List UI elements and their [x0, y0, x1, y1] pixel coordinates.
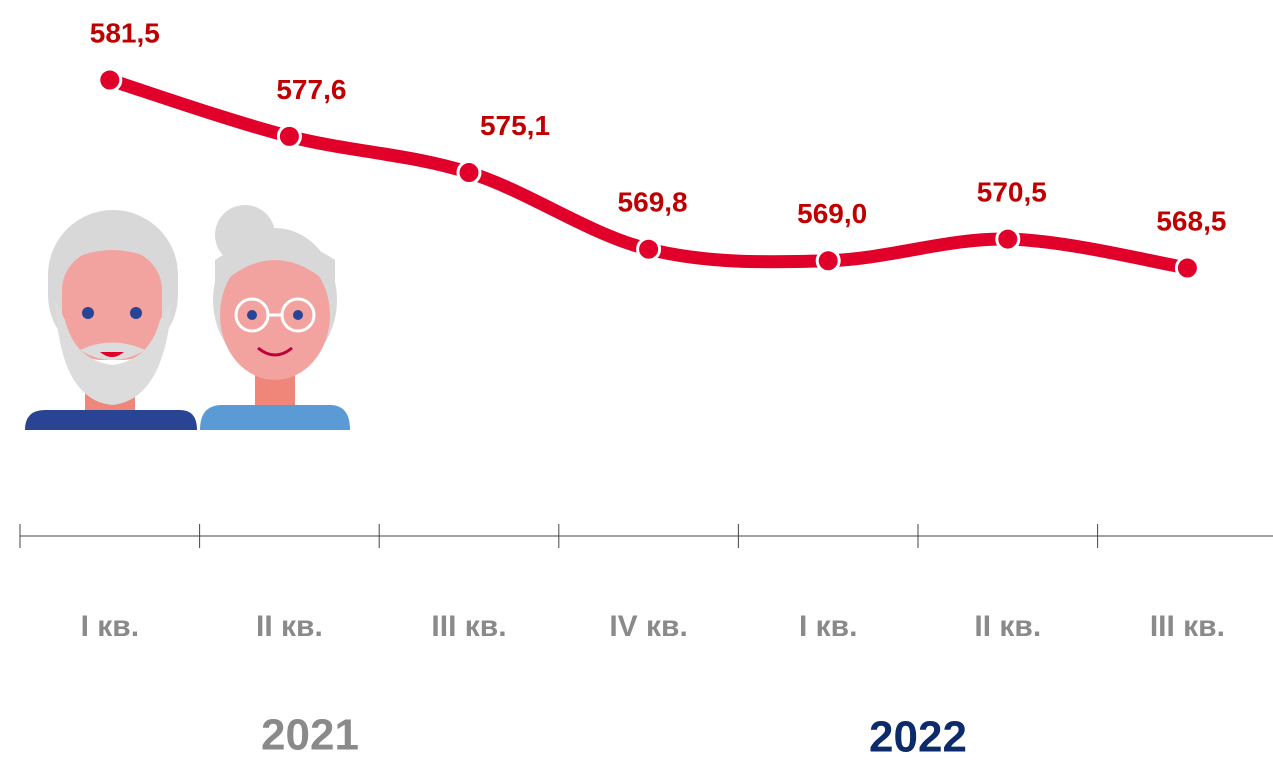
point [458, 162, 480, 184]
point [997, 228, 1019, 250]
chart: 2021 2022 I кв. II кв. III кв. IV кв. I кв. I… [0, 0, 1273, 761]
point [817, 250, 839, 272]
point [638, 238, 660, 260]
x-tick-label: III кв. [1150, 610, 1225, 643]
x-tick-label: I кв. [81, 610, 139, 643]
year-label: 2021 [261, 711, 359, 760]
x-tick-label: II кв. [256, 610, 323, 643]
value-label: 581,5 [90, 17, 160, 48]
x-tick-label: II кв. [974, 610, 1041, 643]
point [1176, 257, 1198, 279]
x-tick-label: IV кв. [609, 610, 687, 643]
value-label: 569,0 [797, 198, 867, 229]
value-label: 570,5 [977, 176, 1047, 207]
x-tick-label: I кв. [799, 610, 857, 643]
point [99, 69, 121, 91]
page: 2021 2022 I кв. II кв. III кв. IV кв. I кв. I… [0, 0, 1273, 761]
value-label: 568,5 [1156, 205, 1226, 236]
value-label: 575,1 [480, 110, 550, 141]
year-label: 2022 [869, 713, 967, 761]
point [278, 125, 300, 147]
value-label: 577,6 [276, 74, 346, 105]
value-label: 569,8 [618, 187, 688, 218]
illustration [25, 205, 350, 430]
x-tick-label: III кв. [431, 610, 506, 643]
